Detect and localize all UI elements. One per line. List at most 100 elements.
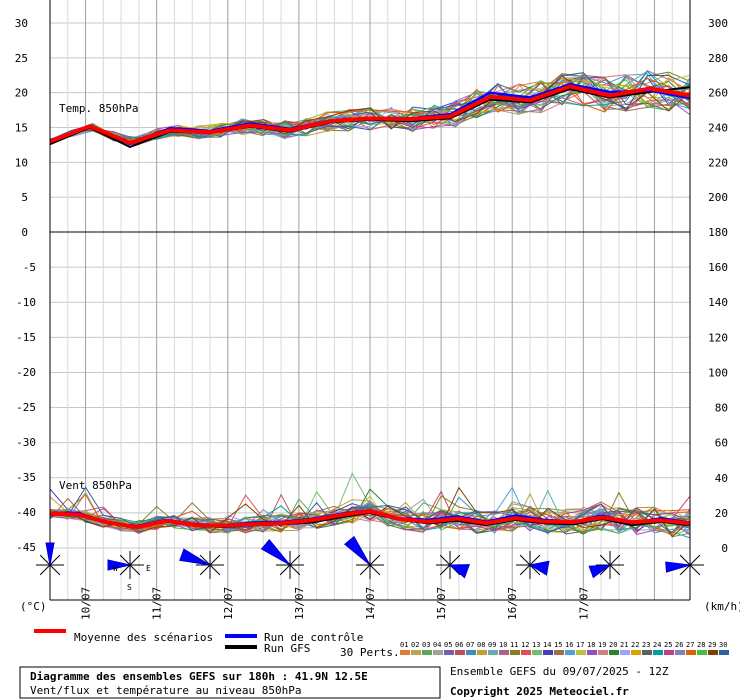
wind-right-tick: 40 (715, 472, 728, 485)
wind-rose-spoke (679, 564, 691, 576)
temp-right-tick: 220 (708, 156, 728, 169)
pert-number: 04 (433, 641, 441, 649)
pert-number: 17 (576, 641, 584, 649)
temp-member-line (49, 72, 691, 143)
copyright: Copyright 2025 Meteociel.fr (450, 685, 629, 698)
wind-rose-e-label: E (146, 564, 151, 573)
wind-rose (516, 551, 550, 579)
wind-rose (179, 548, 224, 579)
pert-number: 11 (510, 641, 518, 649)
pert-swatch (576, 650, 586, 655)
wind-rose-spoke (49, 564, 61, 576)
legend-perts-label: 30 Perts. (340, 646, 400, 659)
pert-swatch (642, 650, 652, 655)
temp-right-tick: 280 (708, 52, 728, 65)
wind-left-tick: -5 (23, 261, 36, 274)
wind-rose-petal (179, 548, 211, 566)
pert-number: 14 (543, 641, 551, 649)
wind-rose-spoke (599, 554, 611, 566)
temp-panel-label: Temp. 850hPa (59, 102, 138, 115)
wind-rose-spoke (199, 564, 211, 576)
temp-right-tick: 200 (708, 191, 728, 204)
pert-number: 16 (565, 641, 573, 649)
pert-swatch (609, 650, 619, 655)
wind-right-tick: 160 (708, 261, 728, 274)
wind-rose-spoke (209, 554, 221, 566)
footer-box (19, 666, 441, 699)
x-tick-label: 11/07 (151, 587, 164, 620)
wind-rose-petal (665, 561, 691, 573)
wind-panel-label: Vent 850hPa (59, 479, 132, 492)
wind-rose-spoke (369, 564, 381, 576)
temp-left-tick: 0 (21, 226, 28, 239)
temp-left-tick: 5 (21, 191, 28, 204)
pert-number: 19 (598, 641, 606, 649)
wind-mean-line (49, 509, 691, 530)
pert-number: 03 (422, 641, 430, 649)
pert-swatch (411, 650, 421, 655)
footer-title: Diagramme des ensembles GEFS sur 180h : … (30, 670, 368, 683)
wind-rose (588, 551, 624, 579)
wind-rose-petal (107, 559, 131, 571)
wind-rose (107, 551, 144, 579)
wind-rose-spoke (119, 564, 131, 576)
temp-member-line (49, 74, 691, 143)
temp-left-tick: 10 (15, 156, 28, 169)
wind-right-tick: 60 (715, 437, 728, 450)
legend-gfs-label: Run GFS (264, 642, 310, 655)
wind-rose-spoke (129, 554, 141, 566)
wind-rose-spoke (679, 554, 691, 566)
run-info: Ensemble GEFS du 09/07/2025 - 12Z (450, 665, 669, 678)
wind-member-line (49, 505, 691, 534)
wind-rose-spoke (119, 554, 131, 566)
units-left-label: (°C) (20, 600, 47, 613)
pert-number: 29 (708, 641, 716, 649)
wind-rose-s-label: S (127, 583, 132, 592)
pert-swatch (488, 650, 498, 655)
x-tick-label: 16/07 (506, 587, 519, 620)
pert-swatch (400, 650, 410, 655)
temp-left-tick: 25 (15, 52, 28, 65)
pert-number: 08 (477, 641, 485, 649)
legend-control-swatch (225, 634, 257, 638)
footer-subtitle: Vent/flux et température au niveau 850hP… (30, 684, 302, 697)
pert-number: 05 (444, 641, 452, 649)
pert-swatch (653, 650, 663, 655)
wind-rose-petal (448, 564, 471, 579)
pert-number: 18 (587, 641, 595, 649)
wind-roses (36, 535, 704, 579)
pert-swatch (455, 650, 465, 655)
wind-rose-spoke (519, 554, 531, 566)
pert-number: 15 (554, 641, 562, 649)
pert-swatch (697, 650, 707, 655)
wind-rose-petal (528, 560, 550, 576)
pert-number: 28 (697, 641, 705, 649)
temp-right-tick: 240 (708, 122, 728, 135)
wind-rose-spoke (129, 564, 141, 576)
x-tick-label: 12/07 (222, 587, 235, 620)
x-tick-label: 13/07 (293, 587, 306, 620)
wind-rose-spoke (529, 564, 541, 576)
wind-rose-petal (344, 535, 371, 566)
wind-rose-petal (588, 564, 612, 579)
pert-swatch (675, 650, 685, 655)
temp-left-tick: 30 (15, 17, 28, 30)
x-tick-label: 15/07 (435, 587, 448, 620)
pert-swatch (477, 650, 487, 655)
pert-swatch (499, 650, 509, 655)
pert-swatch (422, 650, 432, 655)
pert-number: 09 (488, 641, 496, 649)
pert-number: 01 (400, 641, 408, 649)
pert-swatch (719, 650, 729, 655)
wind-rose-spoke (689, 564, 701, 576)
axes: 302520151050300280260240220200-5-10-15-2… (15, 0, 728, 620)
main-series-lines (49, 83, 691, 530)
wind-left-tick: -15 (16, 331, 36, 344)
wind-rose-spoke (449, 554, 461, 566)
wind-right-tick: 0 (721, 542, 728, 555)
pert-swatch (664, 650, 674, 655)
wind-rose (436, 551, 471, 579)
wind-rose-petal (45, 542, 55, 566)
pert-swatch (510, 650, 520, 655)
